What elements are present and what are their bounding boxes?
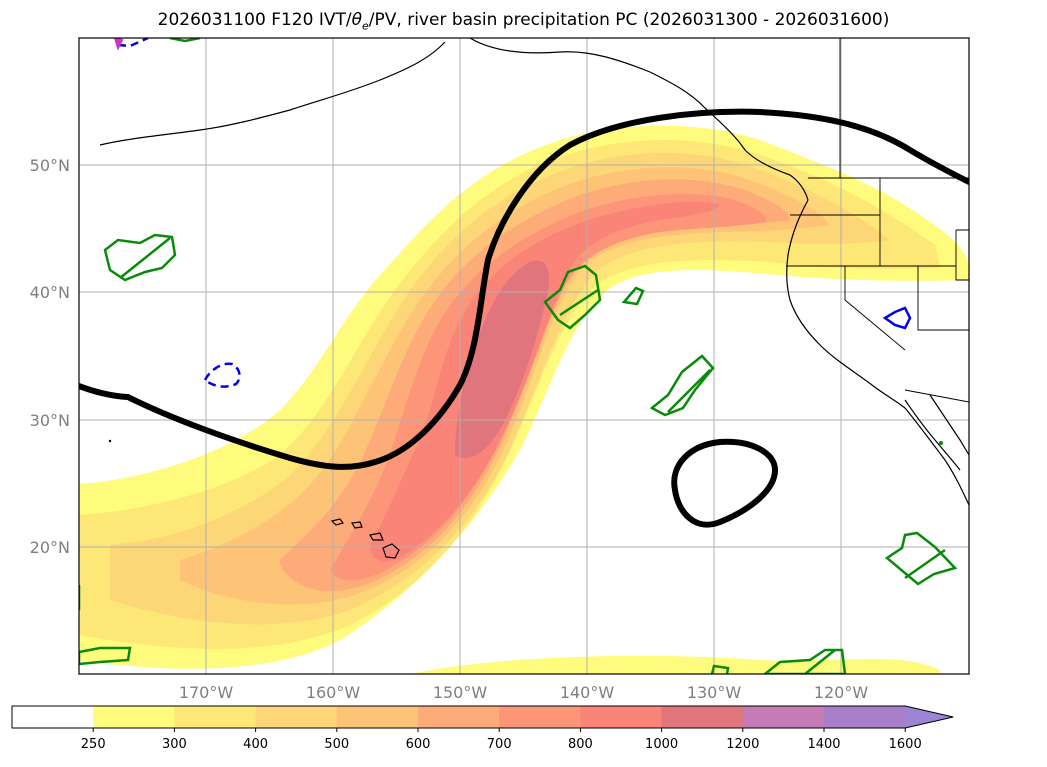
nevada-california-border — [844, 266, 906, 351]
island-big-island — [382, 543, 400, 559]
colorbar-label-500: 500 — [324, 737, 349, 752]
colorbar: 250 300 400 500 600 700 800 1000 1200 1400 1600 — [11, 705, 954, 752]
title-ivt-label: IVT/ — [318, 10, 352, 30]
colorbar-label-800: 800 — [568, 737, 593, 752]
lon-label-140w: 140°W — [560, 683, 615, 702]
lat-label-40: 40°N — [30, 283, 70, 302]
basin-south-small — [710, 664, 730, 674]
ivt-level-1000 — [455, 260, 550, 459]
pv-magenta-marker — [113, 38, 124, 51]
river-basin-outlines — [79, 38, 958, 674]
basin-east-pacific — [649, 354, 715, 417]
basin-top-left — [169, 38, 201, 43]
colorbar-label-1200: 1200 — [726, 737, 759, 752]
colorbar-label-300: 300 — [162, 737, 187, 752]
alaska-south-coast — [469, 38, 809, 201]
map-green-dot-marker — [939, 441, 943, 445]
colorbar-segment-6 — [499, 706, 581, 728]
island-maui — [369, 532, 384, 541]
ivt-level-800 — [370, 201, 720, 562]
lon-label-170w: 170°W — [179, 683, 234, 702]
political-borders — [786, 38, 969, 403]
basin-south-east — [762, 648, 847, 674]
colorbar-segment-5 — [418, 706, 500, 728]
colorbar-segment-9 — [742, 706, 825, 728]
baja-coast — [904, 399, 961, 471]
colorbar-extend-max — [905, 706, 954, 728]
colorbar-segment-1 — [93, 706, 175, 728]
longitude-labels: 170°W 160°W 150°W 140°W 130°W 120°W — [179, 683, 869, 702]
colorbar-segment-3 — [255, 706, 338, 728]
alaska-peninsula-coast — [99, 41, 446, 146]
chart-title: 2026031100 F120 IVT/θe/PV, river basin p… — [0, 10, 1047, 32]
basin-north-pacific-a — [543, 264, 602, 330]
lat-label-50: 50°N — [30, 156, 70, 175]
island-oahu — [351, 521, 363, 529]
basin-aleutian — [103, 233, 177, 282]
latitude-labels: 50°N 40°N 30°N 20°N — [30, 156, 70, 557]
colorbar-segment-2 — [174, 706, 257, 728]
island-kauai — [330, 518, 345, 526]
lon-label-120w: 120°W — [814, 683, 869, 702]
basin-mexico-west — [884, 531, 958, 586]
lat-label-20: 20°N — [30, 538, 70, 557]
graticule — [79, 38, 969, 674]
colorbar-label-600: 600 — [406, 737, 431, 752]
title-theta-subscript: e — [362, 19, 369, 33]
colorbar-segment-0 — [12, 706, 94, 728]
pv-contours — [79, 108, 969, 528]
colorbar-segment-7 — [580, 706, 663, 728]
hawaii-islands — [330, 518, 400, 559]
gulf-california-coast — [929, 394, 969, 456]
us-mexico-border — [904, 389, 969, 403]
map-frame — [78, 37, 970, 675]
theta-e-dashed-ring — [203, 362, 241, 388]
title-theta-symbol: θ — [351, 10, 363, 30]
lon-label-130w: 130°W — [687, 683, 742, 702]
colorbar-segment-8 — [661, 706, 744, 728]
colorbar-segment-4 — [336, 706, 419, 728]
montana-box — [955, 229, 969, 281]
lat-label-30: 30°N — [30, 411, 70, 430]
coastlines — [99, 38, 969, 506]
us-west-coast — [786, 199, 969, 506]
colorbar-outline — [11, 705, 954, 729]
colorbar-label-700: 700 — [487, 737, 512, 752]
pv-contour-cutoff-low — [671, 438, 779, 528]
basin-south-west — [79, 585, 132, 666]
theta-e-top-left — [117, 38, 149, 48]
colorbar-segment-10 — [824, 706, 906, 728]
basin-north-pacific-b — [621, 286, 645, 306]
title-forecast-hour: F120 — [271, 10, 314, 30]
ivt-plume — [79, 125, 969, 674]
map-area — [79, 38, 969, 674]
theta-e-contours — [117, 38, 912, 388]
colorbar-label-1400: 1400 — [807, 737, 840, 752]
map-dot-marker — [108, 439, 112, 443]
colorbar-label-1600: 1600 — [889, 737, 922, 752]
nevada-utah-border — [917, 266, 969, 331]
theta-e-nevada-ring — [882, 306, 912, 330]
colorbar-label-1000: 1000 — [645, 737, 678, 752]
colorbar-label-250: 250 — [81, 737, 106, 752]
title-run: 2026031100 — [157, 10, 266, 30]
lon-label-150w: 150°W — [433, 683, 488, 702]
colorbar-label-400: 400 — [243, 737, 268, 752]
title-period: (2026031300 - 2026031600) — [642, 10, 890, 30]
title-pv-label: /PV, river basin precipitation PC — [368, 10, 638, 30]
lon-label-160w: 160°W — [306, 683, 361, 702]
pv-contour-main — [79, 108, 969, 470]
